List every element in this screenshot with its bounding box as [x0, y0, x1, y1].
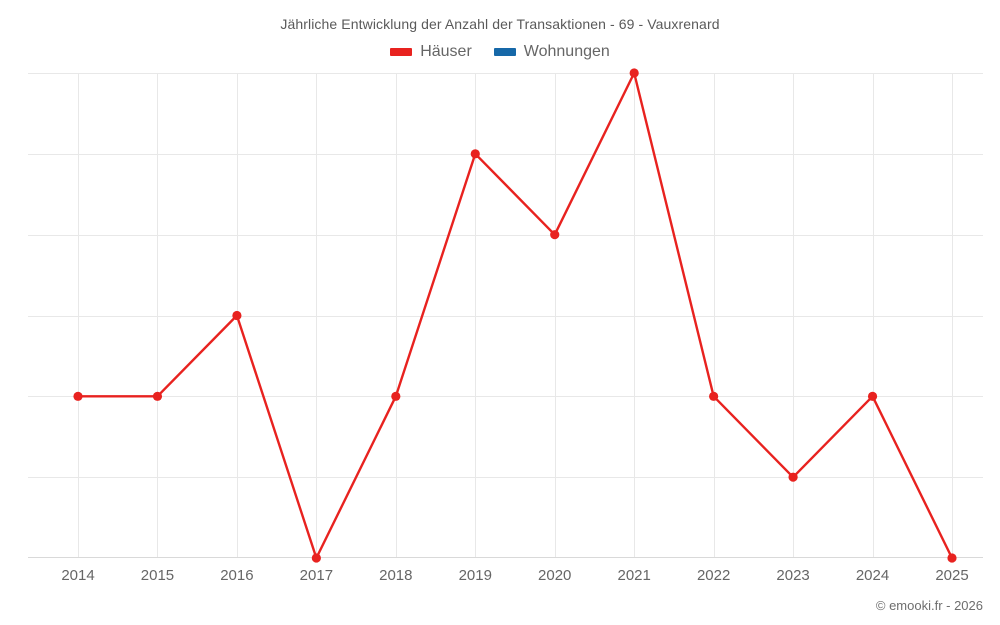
gridline-vertical: [872, 73, 874, 558]
plot-area: 2345678 20142015201620172018201920202021…: [28, 68, 983, 584]
x-tick-label: 2016: [220, 567, 254, 584]
legend-label-wohnungen: Wohnungen: [523, 43, 610, 60]
data-point[interactable]: [867, 391, 878, 401]
gridline-vertical: [475, 73, 477, 558]
data-point[interactable]: [73, 391, 83, 401]
gridline-horizontal: [28, 396, 983, 398]
data-point[interactable]: [152, 391, 163, 401]
gridline-vertical: [793, 73, 795, 558]
gridline-vertical: [713, 73, 715, 558]
x-tick-label: 2025: [935, 567, 969, 584]
x-tick-label: 2014: [61, 567, 95, 584]
gridline-vertical: [634, 73, 636, 558]
x-tick-label: 2022: [696, 567, 731, 584]
gridline-horizontal: [28, 234, 983, 236]
x-axis-line: [28, 557, 983, 558]
x-tick-label: 2018: [379, 567, 413, 584]
series-line-häuser: [76, 71, 954, 560]
chart-legend: Häuser Wohnungen: [0, 44, 1000, 60]
gridline-vertical: [395, 73, 397, 558]
gridline-horizontal: [28, 73, 983, 74]
gridline-vertical: [952, 73, 953, 558]
x-tick-label: 2021: [617, 567, 651, 584]
x-tick-label: 2020: [538, 567, 572, 584]
gridline-horizontal: [28, 153, 983, 155]
x-tick-label: 2024: [855, 567, 890, 584]
data-point[interactable]: [629, 68, 639, 78]
gridline-vertical: [78, 73, 79, 558]
gridline-horizontal: [28, 477, 983, 479]
copyright-credit: © emooki.fr - 2026: [875, 598, 983, 613]
gridline-vertical: [554, 73, 556, 558]
data-point[interactable]: [947, 553, 957, 563]
x-tick-label: 2017: [299, 567, 334, 584]
series-lines: [73, 68, 957, 563]
data-point[interactable]: [232, 310, 242, 321]
data-point[interactable]: [788, 472, 798, 482]
legend-item-hauser[interactable]: Häuser: [390, 44, 472, 60]
gridline-horizontal: [28, 315, 983, 317]
x-tick-label: 2015: [140, 567, 175, 584]
data-point[interactable]: [550, 230, 560, 240]
legend-swatch-wohnungen: [493, 48, 516, 56]
data-point[interactable]: [391, 391, 401, 401]
data-point[interactable]: [470, 149, 480, 159]
gridline-vertical: [316, 73, 318, 558]
data-point[interactable]: [311, 553, 321, 563]
gridline-vertical: [157, 73, 159, 558]
chart-title: Jährliche Entwicklung der Anzahl der Tra…: [280, 16, 720, 32]
legend-swatch-hauser: [390, 48, 413, 56]
legend-item-wohnungen[interactable]: Wohnungen: [493, 43, 610, 60]
x-tick-label: 2023: [776, 567, 810, 584]
data-point[interactable]: [709, 391, 719, 401]
x-tick-label: 2019: [458, 567, 492, 584]
legend-label-hauser: Häuser: [420, 43, 472, 60]
